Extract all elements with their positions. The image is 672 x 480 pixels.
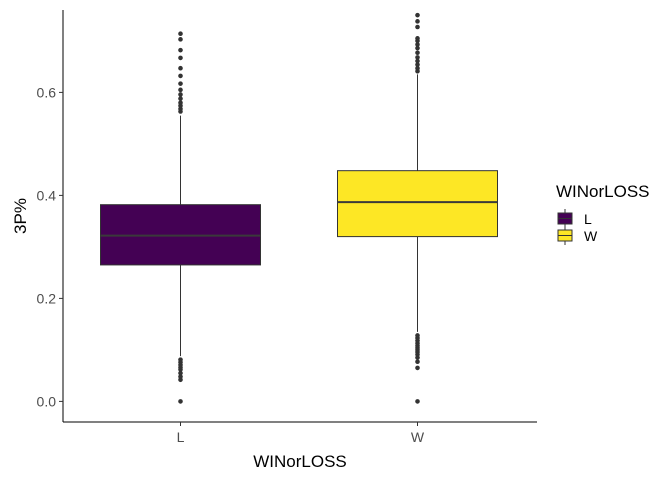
outlier-point <box>178 370 183 376</box>
outlier-point <box>178 81 183 86</box>
outlier-point <box>415 19 420 24</box>
box-W <box>337 12 498 404</box>
outlier-point <box>178 47 183 53</box>
outlier-point <box>415 12 420 18</box>
x-tick-label: L <box>177 429 185 445</box>
outlier-point <box>415 65 420 71</box>
outlier-point <box>178 73 183 79</box>
outlier-point <box>178 357 183 362</box>
box-L <box>100 31 261 404</box>
legend-item-L: L <box>557 209 592 228</box>
outlier-point <box>415 24 420 30</box>
boxes <box>100 12 498 404</box>
outlier-point <box>415 58 420 64</box>
outlier-point <box>415 45 420 51</box>
y-tick-label: 0.6 <box>37 84 57 100</box>
outlier-point <box>178 96 183 101</box>
outlier-point <box>415 365 420 371</box>
legend: WINorLOSS LW <box>556 182 650 245</box>
outlier-point <box>178 92 183 97</box>
outlier-point <box>178 100 183 105</box>
outlier-point <box>415 62 420 67</box>
outlier-point <box>415 55 420 60</box>
outlier-point <box>178 65 183 71</box>
legend-label: L <box>584 211 592 227</box>
outlier-point <box>178 37 183 42</box>
outlier-point <box>415 36 420 41</box>
outlier-point <box>178 31 183 36</box>
y-tick-label: 0.2 <box>37 290 57 306</box>
legend-item-W: W <box>557 226 598 245</box>
outlier-point <box>415 359 420 365</box>
outlier-point <box>415 333 420 338</box>
y-tick-label: 0.4 <box>37 187 57 203</box>
outlier-point <box>178 55 183 61</box>
box-iqr <box>337 170 498 238</box>
outlier-point <box>415 50 420 56</box>
legend-label: W <box>584 228 598 244</box>
legend-title: WINorLOSS <box>556 182 650 201</box>
x-axis-title: WINorLOSS <box>253 452 347 471</box>
y-axis-ticks: 0.0 0.2 0.4 0.6 <box>37 84 63 409</box>
outlier-point <box>415 399 420 404</box>
legend-items: LW <box>557 209 598 245</box>
outlier-point <box>415 42 420 47</box>
outlier-point <box>178 399 183 404</box>
y-axis-title: 3P% <box>11 198 30 234</box>
y-tick-label: 0.0 <box>37 393 57 409</box>
outlier-point <box>178 374 183 379</box>
x-tick-label: W <box>411 429 425 445</box>
outlier-point <box>178 87 183 93</box>
